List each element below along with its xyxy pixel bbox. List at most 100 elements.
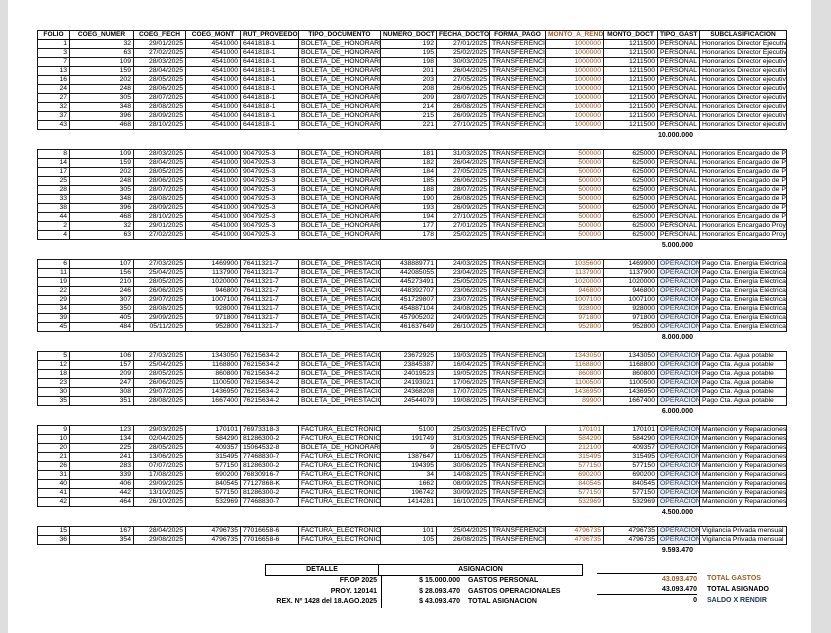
cell-monto_a_rendi: 1000000 bbox=[545, 57, 604, 67]
asignacion-row-total: REX. Nº 1428 del 18.AGO.2025 $ 43.093.47… bbox=[265, 597, 583, 608]
cell-rut_proveedo: 76215634-2 bbox=[240, 360, 299, 370]
cell-tipo_gast: PERSONAL bbox=[657, 66, 700, 76]
cell-coeg_numer: 248 bbox=[69, 84, 134, 94]
cell-monto_doct: 1211500 bbox=[603, 39, 658, 49]
cell-numero_doct: 438889771 bbox=[380, 259, 437, 269]
cell-tipo_documento: FACTURA_ELECTRONICA bbox=[298, 452, 381, 462]
cell-folio: 2 bbox=[37, 221, 70, 231]
cell-subclasificacion: Honorarios Encargado de Proye bbox=[699, 212, 787, 222]
cell-folio: 7 bbox=[37, 57, 70, 67]
cell-subclasificacion: Pago Cta. Energía Eléctrica bbox=[699, 259, 787, 269]
table-row: 6 107 27/03/2025 1469900 76411321-7 BOLETA_DE… bbox=[37, 259, 787, 269]
cell-monto_doct: 409357 bbox=[603, 443, 658, 453]
cell-coeg_fech: 28/07/2025 bbox=[133, 185, 186, 195]
cell-monto_doct: 860800 bbox=[603, 369, 658, 379]
cell-coeg_mont: 577150 bbox=[185, 488, 241, 498]
cell-monto_a_rendi: 1000000 bbox=[545, 39, 604, 49]
cell-forma_pago: TRANSFERENCIA bbox=[489, 167, 546, 177]
column-header-coeg_mont: COEG_MONT bbox=[185, 30, 241, 40]
cell-folio: 3 bbox=[37, 48, 70, 58]
cell-coeg_mont: 584290 bbox=[185, 434, 241, 444]
cell-tipo_documento: BOLETA_DE_PRESTACION_SERV bbox=[298, 313, 381, 323]
table-row: 5 106 27/03/2025 1343050 76215634-2 BOLETA_DE… bbox=[37, 351, 787, 361]
ledger-block-table: FOLIO COEG_NUMER COEG_FECH COEG_MONT RUT_PRO… bbox=[37, 30, 787, 130]
cell-subclasificacion: Honorarios Encargado Proyecto bbox=[699, 230, 787, 240]
cell-fecha_docto: 27/10/2025 bbox=[436, 120, 490, 130]
cell-monto_doct: 1211500 bbox=[603, 66, 658, 76]
cell-coeg_mont: 1020000 bbox=[185, 277, 241, 287]
cell-monto_doct: 1211500 bbox=[603, 102, 658, 112]
cell-coeg_mont: 409357 bbox=[185, 443, 241, 453]
cell-rut_proveedo: 81286300-2 bbox=[240, 461, 299, 471]
cell-subclasificacion: Honorarios Encargado de Proye bbox=[699, 176, 787, 186]
cell-subclasificacion: Honorarios Encargado Proyecto bbox=[699, 221, 787, 231]
table-row: 24 248 28/06/2025 4541000 6441818-1 BOLETA_DE… bbox=[37, 84, 787, 94]
cell-subclasificacion: Honorarios Encargado de Proye bbox=[699, 185, 787, 195]
table-row: 37 396 28/09/2025 4541000 6441818-1 BOLETA_DE… bbox=[37, 111, 787, 121]
cell-numero_doct: 201 bbox=[380, 66, 437, 76]
column-header-forma_pago: FORMA_PAGO bbox=[489, 30, 546, 40]
table-row: 8 109 28/03/2025 4541000 9047925-3 BOLETA_DE_… bbox=[37, 149, 787, 159]
cell-rut_proveedo: 9047925-3 bbox=[240, 185, 299, 195]
cell-subclasificacion: Pago Cta. Agua potable bbox=[699, 396, 787, 406]
cell-forma_pago: TRANSFERENCIA bbox=[489, 102, 546, 112]
column-header-monto_a_rendi: MONTO_A_RENDI bbox=[545, 30, 604, 40]
cell-coeg_fech: 29/01/2025 bbox=[133, 39, 186, 49]
cell-coeg_numer: 157 bbox=[69, 360, 134, 370]
cell-numero_doct: 9 bbox=[380, 443, 437, 453]
cell-tipo_documento: BOLETA_DE_PRESTACION_SERV bbox=[298, 378, 381, 388]
cell-rut_proveedo: 76411321-7 bbox=[240, 313, 299, 323]
ledger-block-table: 5 106 27/03/2025 1343050 76215634-2 BOLETA_DE… bbox=[37, 351, 787, 406]
cell-rut_proveedo: 77127868-K bbox=[240, 479, 299, 489]
cell-tipo_documento: BOLETA_DE_PRESTACION_SERV bbox=[298, 387, 381, 397]
cell-coeg_fech: 25/04/2025 bbox=[133, 268, 186, 278]
cell-coeg_numer: 246 bbox=[69, 286, 134, 296]
cell-rut_proveedo: 76215634-2 bbox=[240, 351, 299, 361]
cell-fecha_docto: 26/04/2025 bbox=[436, 158, 490, 168]
cell-monto_a_rendi: 315495 bbox=[545, 452, 604, 462]
cell-tipo_documento: FACTURA_ELECTRONICA bbox=[298, 526, 381, 536]
cell-monto_doct: 625000 bbox=[603, 221, 658, 231]
cell-coeg_numer: 348 bbox=[69, 102, 134, 112]
cell-monto_a_rendi: 1007100 bbox=[545, 295, 604, 305]
cell-rut_proveedo: 6441818-1 bbox=[240, 75, 299, 85]
cell-fecha_docto: 23/04/2025 bbox=[436, 268, 490, 278]
cell-coeg_numer: 308 bbox=[69, 387, 134, 397]
table-row: 18 209 28/05/2025 860800 76215634-2 BOLETA_DE… bbox=[37, 369, 787, 379]
column-header-tipo_gast: TIPO_GAST bbox=[657, 30, 700, 40]
cell-subclasificacion: Mantención y Reparaciones bbox=[699, 497, 787, 507]
cell-numero_doct: 209 bbox=[380, 93, 437, 103]
cell-subclasificacion: Pago Cta. Energía Eléctrica bbox=[699, 268, 787, 278]
cell-rut_proveedo: 6441818-1 bbox=[240, 48, 299, 58]
block-subtotal: 5.000.000 bbox=[661, 242, 693, 249]
total-gastos-row: 43.093.470 TOTAL GASTOS bbox=[597, 573, 787, 584]
cell-tipo_documento: FACTURA_ELECTRONICA bbox=[298, 434, 381, 444]
cell-coeg_fech: 17/08/2025 bbox=[133, 470, 186, 480]
cell-rut_proveedo: 6441818-1 bbox=[240, 57, 299, 67]
cell-tipo_documento: BOLETA_DE_HONORARIOS_ELE bbox=[298, 102, 381, 112]
footer-summary-section: DETALLE ASIGNACION FF.OP 2025 $ 15.000.0… bbox=[265, 564, 786, 616]
cell-folio: 25 bbox=[37, 176, 70, 186]
cell-folio: 36 bbox=[37, 535, 70, 545]
cell-numero_doct: 181 bbox=[380, 149, 437, 159]
cell-coeg_fech: 28/05/2025 bbox=[133, 75, 186, 85]
cell-rut_proveedo: 81286300-2 bbox=[240, 488, 299, 498]
cell-rut_proveedo: 76411321-7 bbox=[240, 304, 299, 314]
cell-coeg_mont: 1137900 bbox=[185, 268, 241, 278]
cell-subclasificacion: Honorarios Director ejecutivo bbox=[699, 66, 787, 76]
cell-fecha_docto: 26/10/2025 bbox=[436, 322, 490, 332]
cell-tipo_documento: BOLETA_DE_HONORARIOS_ELE bbox=[298, 48, 381, 58]
cell-coeg_numer: 305 bbox=[69, 185, 134, 195]
cell-tipo_documento: BOLETA_DE_HONORARIOS_ELE bbox=[298, 203, 381, 213]
asignacion-label: GASTOS PERSONAL bbox=[468, 577, 539, 584]
cell-fecha_docto: 19/08/2025 bbox=[436, 396, 490, 406]
cell-fecha_docto: 30/03/2025 bbox=[436, 57, 490, 67]
cell-folio: 34 bbox=[37, 304, 70, 314]
cell-fecha_docto: 17/06/2025 bbox=[436, 378, 490, 388]
table-row: 40 406 29/09/2025 840545 77127868-K FACTURA_E… bbox=[37, 479, 787, 489]
total-gastos-label: TOTAL GASTOS bbox=[707, 575, 761, 582]
cell-fecha_docto: 27/01/2025 bbox=[436, 39, 490, 49]
table-row: 34 350 28/08/2025 928000 76411321-7 BOLETA_DE… bbox=[37, 304, 787, 314]
cell-tipo_gast: PERSONAL bbox=[657, 212, 700, 222]
cell-fecha_docto: 27/01/2025 bbox=[436, 221, 490, 231]
